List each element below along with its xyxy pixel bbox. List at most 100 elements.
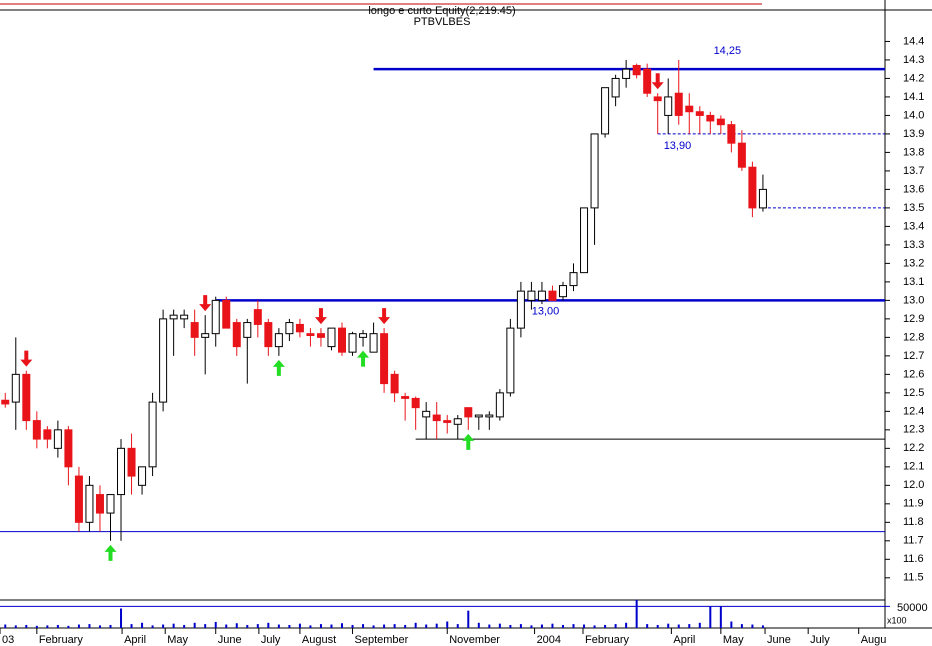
volume-bar	[509, 624, 512, 628]
candle-body	[190, 322, 199, 338]
volume-bar	[677, 624, 680, 628]
volume-bar	[593, 625, 596, 628]
candle-body	[369, 333, 378, 353]
volume-bar	[256, 624, 259, 628]
buy-arrow	[272, 359, 285, 376]
candle-body	[643, 68, 652, 94]
chart-subtitle: PTBVLBES	[414, 16, 471, 28]
candle-body	[222, 299, 231, 329]
candle-body	[685, 105, 694, 113]
volume-bar	[414, 622, 417, 628]
y-tick-label: 14.0	[903, 109, 924, 121]
candle-body	[727, 124, 736, 144]
y-tick-label: 12.0	[903, 479, 924, 491]
sell-arrow	[199, 295, 212, 312]
sell-arrow	[20, 350, 33, 367]
y-tick-label: 11.7	[903, 535, 924, 547]
candle-body	[558, 285, 567, 298]
candle-body	[432, 414, 441, 422]
volume-bar	[393, 624, 396, 628]
volume-bar	[14, 625, 17, 628]
volume-bar	[572, 624, 575, 628]
candle-body	[232, 322, 241, 348]
volume-bar	[730, 621, 733, 628]
candle-body	[95, 494, 104, 514]
volume-bar	[477, 622, 480, 628]
candle-body	[653, 96, 662, 102]
volume-bar	[467, 610, 470, 628]
x-tick-label: May	[167, 634, 188, 646]
candle-body	[285, 322, 294, 335]
volume-bar	[235, 623, 238, 628]
candle-body	[695, 111, 704, 116]
volume-bar	[267, 622, 270, 628]
volume-bar	[351, 624, 354, 628]
candle-body	[748, 166, 757, 209]
volume-bar	[614, 624, 617, 628]
sell-arrow	[378, 308, 391, 325]
volume-bar	[341, 623, 344, 628]
candle-body	[180, 314, 189, 320]
candle-body	[127, 447, 136, 477]
candle-body	[106, 494, 115, 514]
candle-body	[474, 414, 483, 418]
volume-bar	[646, 624, 649, 628]
level-label: 13,00	[532, 305, 560, 317]
chart-title: longo e curto Equity(2,219.45)	[368, 5, 515, 17]
volume-bar	[698, 622, 701, 628]
y-tick-label: 13.5	[903, 202, 924, 214]
y-tick-label: 12.7	[903, 350, 924, 362]
candle-body	[537, 290, 546, 301]
volume-bar	[204, 624, 207, 628]
sell-arrow	[651, 73, 664, 90]
y-tick-label: 12.1	[903, 461, 924, 473]
candle-body	[495, 392, 504, 418]
candle-body	[716, 118, 725, 126]
candle-body	[1, 399, 10, 405]
candle-body	[548, 290, 557, 301]
y-tick-label: 12.6	[903, 368, 924, 380]
candle-body	[664, 96, 673, 116]
y-tick-label: 11.5	[903, 572, 924, 584]
candle-body	[243, 322, 252, 338]
volume-bar	[362, 624, 365, 628]
x-tick-label: April	[673, 634, 695, 646]
candle-body	[706, 114, 715, 122]
volume-bar	[561, 624, 564, 628]
volume-unit: x100	[887, 615, 907, 625]
volume-bar	[130, 624, 133, 628]
y-tick-label: 12.8	[903, 331, 924, 343]
candle-body	[148, 401, 157, 468]
candle-body	[53, 429, 62, 449]
candle-body	[74, 475, 83, 523]
volume-bar	[635, 599, 638, 628]
volume-bar	[172, 623, 175, 628]
candle-body	[611, 77, 620, 98]
volume-bar	[551, 623, 554, 628]
volume-bar	[288, 624, 291, 628]
x-tick-label: June	[767, 634, 791, 646]
x-tick-label: April	[124, 634, 146, 646]
y-tick-label: 12.9	[903, 313, 924, 325]
y-tick-label: 14.4	[903, 35, 924, 47]
volume-bar	[214, 621, 217, 628]
volume-bar	[425, 624, 428, 628]
y-tick-label: 12.5	[903, 387, 924, 399]
x-tick-label: Augu	[861, 634, 887, 646]
volume-bar	[120, 608, 123, 628]
candle-body	[443, 420, 452, 423]
volume-bar	[488, 624, 491, 628]
x-tick-label: July	[810, 634, 830, 646]
volume-bar	[372, 625, 375, 628]
candle-body	[527, 290, 536, 301]
candle-body	[422, 410, 431, 418]
volume-bar	[309, 625, 312, 628]
volume-bar	[35, 625, 38, 628]
volume-bar	[583, 624, 586, 628]
y-tick-label: 13.9	[903, 128, 924, 140]
candle-body	[737, 142, 746, 168]
volume-bar	[688, 624, 691, 628]
candle-body	[580, 207, 589, 274]
